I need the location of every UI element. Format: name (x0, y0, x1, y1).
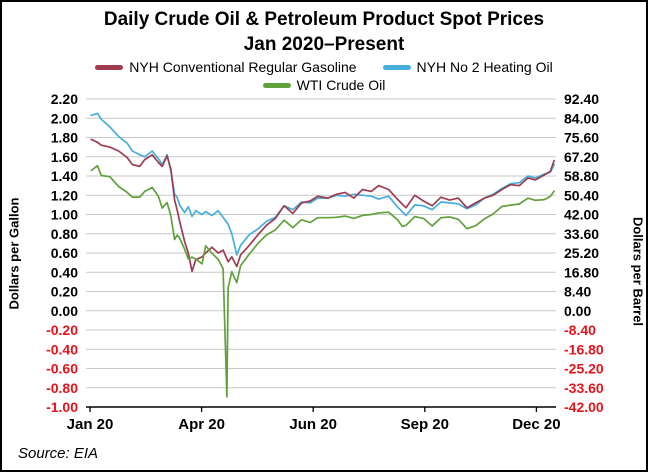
series-line-nyh-conventional-regular-gasoline (90, 138, 555, 273)
y-tick-label-left: -1.00 (46, 399, 78, 415)
y-tick-label-right: -8.40 (564, 322, 596, 338)
y-tick-label-left: 0.60 (51, 245, 78, 261)
y-tick-label-left: -0.80 (46, 380, 78, 396)
y-tick-label-right: 58.80 (564, 168, 599, 184)
y-tick-label-left: 1.40 (51, 168, 78, 184)
y-tick-label-left: 1.00 (51, 207, 78, 223)
y-tick-label-left: -0.20 (46, 322, 78, 338)
legend-label-gasoline: NYH Conventional Regular Gasoline (129, 59, 357, 75)
legend-swatch-heating-oil (382, 64, 411, 70)
source-attribution: Source: EIA (18, 445, 99, 462)
y-tick-label-right: 42.00 (564, 207, 599, 223)
y-tick-label-left: 1.20 (51, 187, 78, 203)
y-tick-label-right: -16.80 (564, 341, 604, 357)
y-tick-label-left: 2.20 (51, 91, 78, 107)
y-tick-label-right: 92.40 (564, 91, 599, 107)
y-tick-label-right: 75.60 (564, 130, 599, 146)
y-tick-label-right: 8.40 (564, 284, 591, 300)
x-tick-label: Jun 20 (289, 416, 337, 433)
y-tick-label-left: 0.40 (51, 264, 78, 280)
y-tick-label-left: 1.80 (51, 130, 78, 146)
y-tick-label-left: -0.40 (46, 341, 78, 357)
y-tick-label-right: 50.40 (564, 187, 599, 203)
y-tick-label-left: -0.60 (46, 361, 78, 377)
y-tick-label-right: 0.00 (564, 303, 591, 319)
x-tick-label: Dec 20 (512, 416, 560, 433)
x-tick-label: Jan 20 (67, 416, 114, 433)
x-tick-label: Apr 20 (178, 416, 225, 433)
series-line-wti-crude-oil (90, 164, 555, 398)
y-tick-label-left: 0.80 (51, 226, 78, 242)
legend-item-heating-oil: NYH No 2 Heating Oil (382, 59, 553, 75)
legend-row-1: NYH Conventional Regular Gasoline NYH No… (2, 58, 646, 76)
legend-label-heating-oil: NYH No 2 Heating Oil (416, 59, 553, 75)
y-tick-label-right: -42.00 (564, 399, 604, 415)
legend: NYH Conventional Regular Gasoline NYH No… (2, 58, 646, 94)
y-tick-label-right: 33.60 (564, 226, 599, 242)
y-tick-label-right: 84.00 (564, 110, 599, 126)
y-tick-label-right: 25.20 (564, 245, 599, 261)
legend-swatch-wti (262, 82, 291, 88)
y-tick-label-right: 67.20 (564, 149, 599, 165)
y-tick-label-left: 2.00 (51, 110, 78, 126)
y-tick-label-left: 0.20 (51, 284, 78, 300)
chart-title-line-2: Jan 2020–Present (243, 34, 405, 55)
y-tick-label-left: 1.60 (51, 149, 78, 165)
y-tick-label-right: 16.80 (564, 264, 599, 280)
chart-title-line-1: Daily Crude Oil & Petroleum Product Spot… (103, 9, 545, 30)
x-tick-label: Sep 20 (401, 416, 449, 433)
legend-item-wti: WTI Crude Oil (262, 77, 386, 93)
y-tick-label-right: -33.60 (564, 380, 604, 396)
y-tick-label-right: -25.20 (564, 361, 604, 377)
legend-item-gasoline: NYH Conventional Regular Gasoline (95, 59, 357, 75)
legend-swatch-gasoline (95, 64, 124, 70)
legend-row-2: WTI Crude Oil (2, 76, 646, 94)
legend-label-wti: WTI Crude Oil (296, 77, 386, 93)
y-tick-label-left: 0.00 (51, 303, 78, 319)
